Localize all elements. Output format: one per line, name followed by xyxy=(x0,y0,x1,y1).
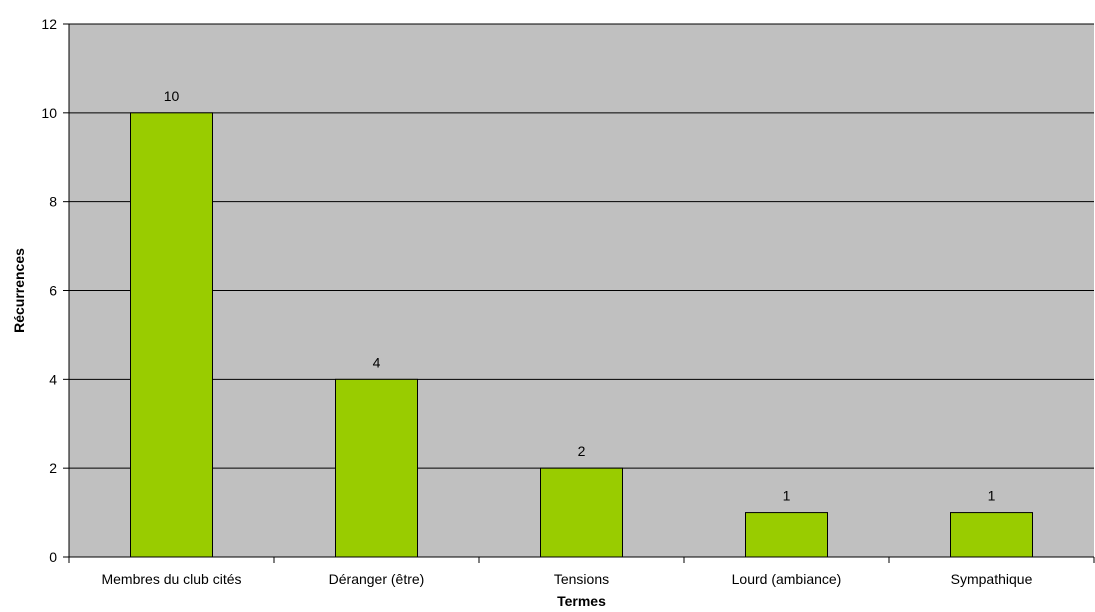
data-label: 1 xyxy=(988,488,996,504)
y-tick-label: 12 xyxy=(41,16,57,32)
bar xyxy=(950,512,1033,558)
x-axis-title: Termes xyxy=(557,593,606,609)
y-tick-label: 6 xyxy=(49,283,57,299)
x-axis: Membres du club cités Déranger (être) Tens… xyxy=(68,556,1095,587)
gridlines xyxy=(69,23,1094,469)
bar xyxy=(130,112,213,558)
x-tick-label: Membres du club cités xyxy=(101,571,241,587)
x-tick-label: Lourd (ambiance) xyxy=(732,571,842,587)
x-tick-label: Tensions xyxy=(554,571,609,587)
y-tick-label: 0 xyxy=(49,549,57,565)
data-label: 4 xyxy=(373,354,381,370)
x-tick-label: Déranger (être) xyxy=(329,571,425,587)
bars xyxy=(130,112,1033,558)
data-labels: 10 4 2 1 1 xyxy=(164,88,996,504)
bar xyxy=(745,512,828,558)
data-label: 1 xyxy=(783,488,791,504)
y-tick-label: 4 xyxy=(49,371,57,387)
bar xyxy=(540,467,623,558)
data-label: 10 xyxy=(164,88,180,104)
y-tick-label: 10 xyxy=(41,105,57,121)
y-tick-label: 8 xyxy=(49,194,57,210)
data-label: 2 xyxy=(578,443,586,459)
y-axis: 0 2 4 6 8 10 12 xyxy=(41,16,70,565)
x-tick-label: Sympathique xyxy=(951,571,1033,587)
y-axis-title: Récurrences xyxy=(11,248,27,333)
y-tick-label: 2 xyxy=(49,460,57,476)
bar xyxy=(335,378,418,558)
